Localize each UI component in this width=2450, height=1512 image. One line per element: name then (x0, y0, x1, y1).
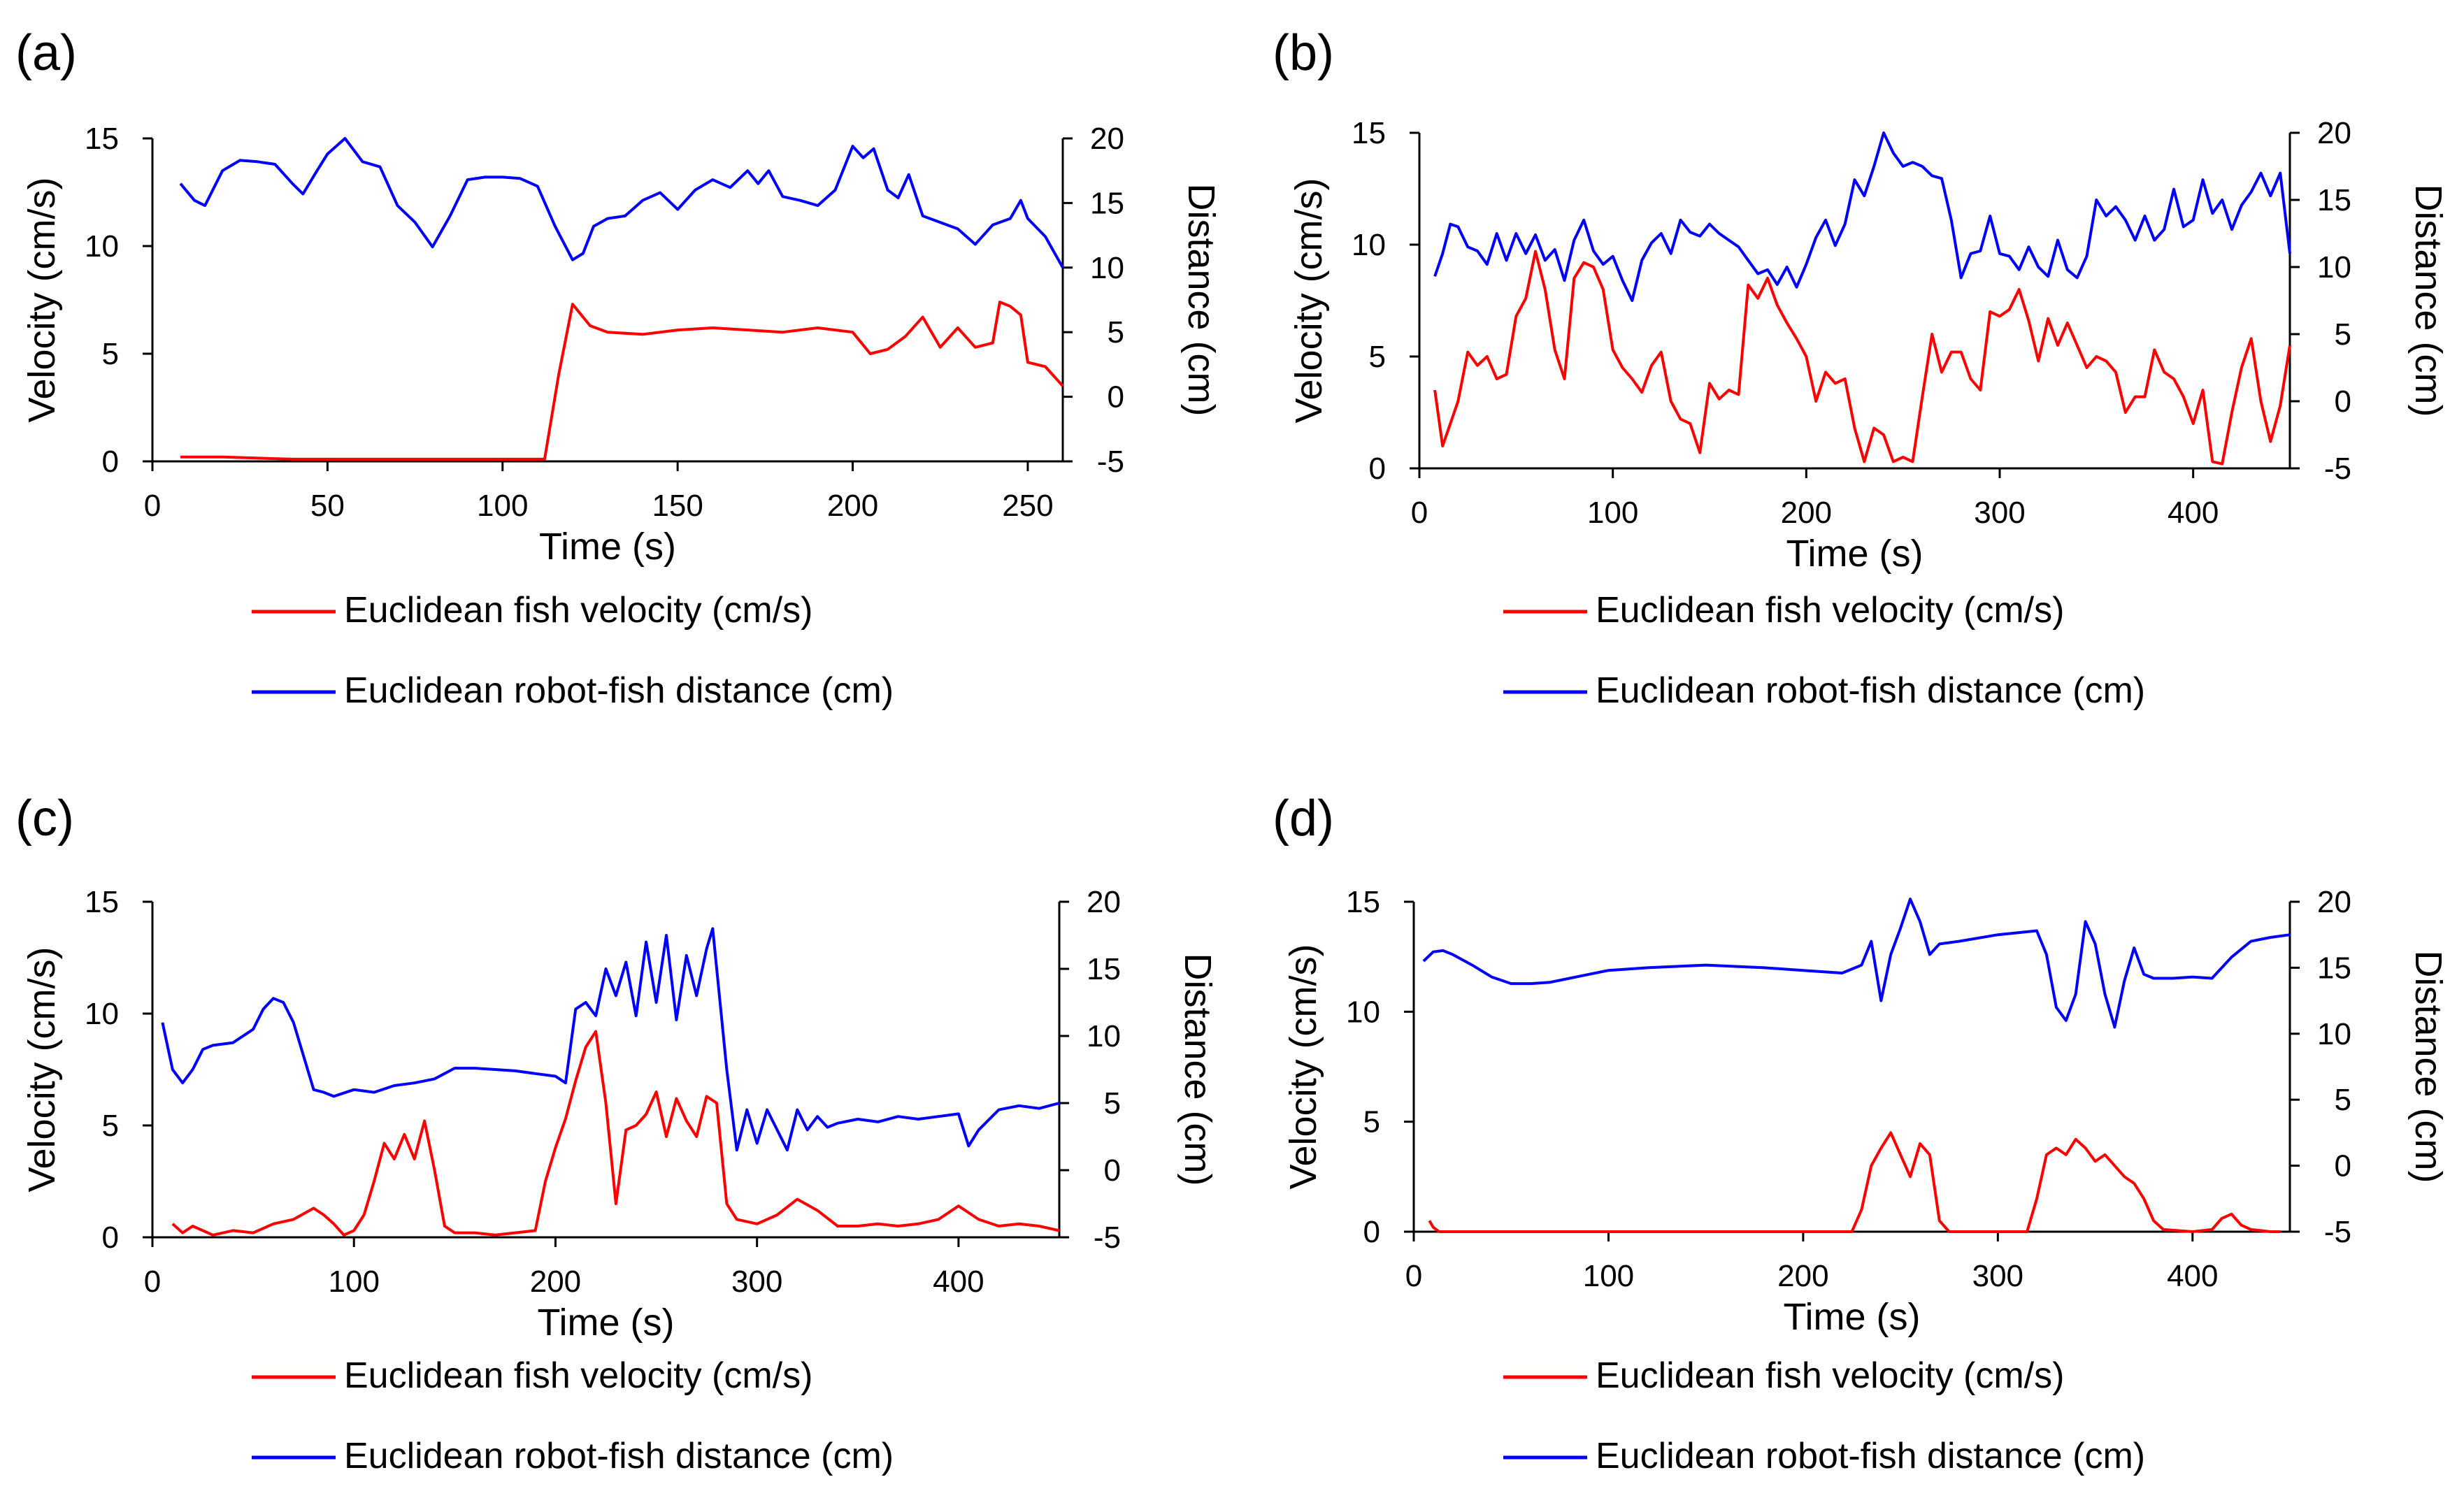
y2-axis-title: Distance (cm) (2407, 950, 2449, 1183)
x-tick-label: 300 (731, 1265, 782, 1299)
panel-label: (d) (1273, 791, 1334, 847)
velocity-series-line (1433, 250, 2291, 466)
x-tick-label: 50 (310, 489, 345, 523)
distance-series-line (1422, 898, 2291, 1029)
x-axis-title: Time (s) (538, 1302, 675, 1344)
x-tick-label: 0 (144, 489, 161, 523)
left-y-tick-label: 5 (102, 337, 119, 371)
x-tick-label: 0 (144, 1265, 161, 1299)
legend-label: Euclidean robot-fish distance (cm) (344, 670, 894, 711)
right-y-tick-label: 15 (1087, 952, 1121, 986)
right-y-tick-label: -5 (2324, 1215, 2351, 1249)
y2-axis-title: Distance (cm) (1180, 183, 1222, 416)
legend-label: Euclidean fish velocity (cm/s) (1596, 1355, 2064, 1396)
right-y-tick-label: 5 (2335, 317, 2351, 352)
legend-label: Euclidean robot-fish distance (cm) (344, 1436, 894, 1476)
y2-axis-title: Distance (cm) (2407, 184, 2449, 417)
right-y-tick-label: -5 (1097, 445, 1124, 479)
left-y-tick-label: 0 (1363, 1215, 1380, 1249)
left-y-tick-label: 5 (1369, 340, 1386, 374)
left-y-tick-label: 15 (85, 885, 119, 919)
distance-series-line (1433, 131, 2291, 302)
left-y-tick-label: 10 (85, 229, 119, 264)
x-tick-label: 200 (1781, 496, 1832, 530)
y-axis-title: Velocity (cm/s) (1288, 178, 1330, 423)
x-tick-label: 200 (1777, 1259, 1828, 1293)
y-axis-title: Velocity (cm/s) (21, 946, 63, 1192)
x-tick-label: 100 (477, 489, 528, 523)
right-y-tick-label: 10 (1087, 1019, 1121, 1053)
right-y-tick-label: 20 (2317, 885, 2351, 919)
right-y-tick-label: 0 (2335, 384, 2351, 419)
right-y-tick-label: 20 (2317, 116, 2351, 150)
right-y-tick-label: 5 (2335, 1083, 2351, 1117)
velocity-series-line (171, 1030, 1060, 1237)
right-y-tick-label: 15 (2317, 183, 2351, 217)
left-y-tick-label: 15 (1346, 885, 1380, 919)
right-y-tick-label: 10 (1090, 251, 1124, 285)
panel-label: (a) (15, 25, 77, 81)
x-axis-title: Time (s) (539, 526, 676, 568)
left-y-tick-label: 10 (1352, 228, 1386, 262)
velocity-series-line (180, 301, 1064, 461)
x-tick-label: 0 (1405, 1259, 1422, 1293)
legend-label: Euclidean robot-fish distance (cm) (1596, 670, 2145, 711)
x-tick-label: 200 (530, 1265, 581, 1299)
right-y-tick-label: 15 (1090, 186, 1124, 220)
left-y-tick-label: 0 (102, 445, 119, 479)
left-y-tick-label: 5 (1363, 1105, 1380, 1139)
legend-label: Euclidean robot-fish distance (cm) (1596, 1436, 2145, 1476)
x-tick-label: 100 (1587, 496, 1638, 530)
right-y-tick-label: 0 (1108, 380, 1124, 415)
velocity-series-line (1428, 1131, 2281, 1233)
right-y-tick-label: -5 (1094, 1221, 1121, 1255)
x-tick-label: 200 (827, 489, 878, 523)
y2-axis-title: Distance (cm) (1177, 953, 1219, 1186)
x-axis-title: Time (s) (1784, 1296, 1921, 1338)
distance-series-line (161, 927, 1060, 1152)
panel-label: (c) (15, 791, 74, 847)
x-tick-label: 300 (1972, 1259, 2023, 1293)
x-tick-label: 400 (2168, 496, 2219, 530)
right-y-tick-label: 0 (1104, 1153, 1121, 1188)
y-axis-title: Velocity (cm/s) (1282, 944, 1324, 1189)
right-y-tick-label: 5 (1108, 315, 1124, 350)
x-tick-label: 300 (1974, 496, 2025, 530)
right-y-tick-label: 10 (2317, 250, 2351, 285)
right-y-tick-label: 0 (2335, 1149, 2351, 1183)
x-tick-label: 400 (2167, 1259, 2218, 1293)
y-axis-title: Velocity (cm/s) (21, 177, 63, 422)
left-y-tick-label: 15 (1352, 116, 1386, 150)
x-axis-title: Time (s) (1786, 533, 1924, 575)
x-tick-label: 100 (329, 1265, 380, 1299)
left-y-tick-label: 5 (102, 1109, 119, 1143)
left-y-tick-label: 15 (85, 122, 119, 156)
right-y-tick-label: 10 (2317, 1017, 2351, 1051)
right-y-tick-label: 20 (1087, 885, 1121, 919)
right-y-tick-label: 20 (1090, 122, 1124, 156)
legend-label: Euclidean fish velocity (cm/s) (1596, 590, 2064, 631)
x-tick-label: 0 (1411, 496, 1428, 530)
x-tick-label: 250 (1002, 489, 1053, 523)
left-y-tick-label: 10 (1346, 995, 1380, 1029)
x-tick-label: 100 (1583, 1259, 1634, 1293)
distance-series-line (179, 137, 1064, 268)
x-tick-label: 150 (652, 489, 703, 523)
legend-label: Euclidean fish velocity (cm/s) (344, 590, 812, 631)
right-y-tick-label: 15 (2317, 951, 2351, 985)
panel-label: (b) (1273, 25, 1334, 81)
left-y-tick-label: 10 (85, 997, 119, 1031)
x-tick-label: 400 (933, 1265, 984, 1299)
left-y-tick-label: 0 (102, 1221, 119, 1255)
right-y-tick-label: -5 (2324, 452, 2351, 486)
legend-label: Euclidean fish velocity (cm/s) (344, 1355, 812, 1396)
left-y-tick-label: 0 (1369, 452, 1386, 486)
right-y-tick-label: 5 (1104, 1086, 1121, 1121)
